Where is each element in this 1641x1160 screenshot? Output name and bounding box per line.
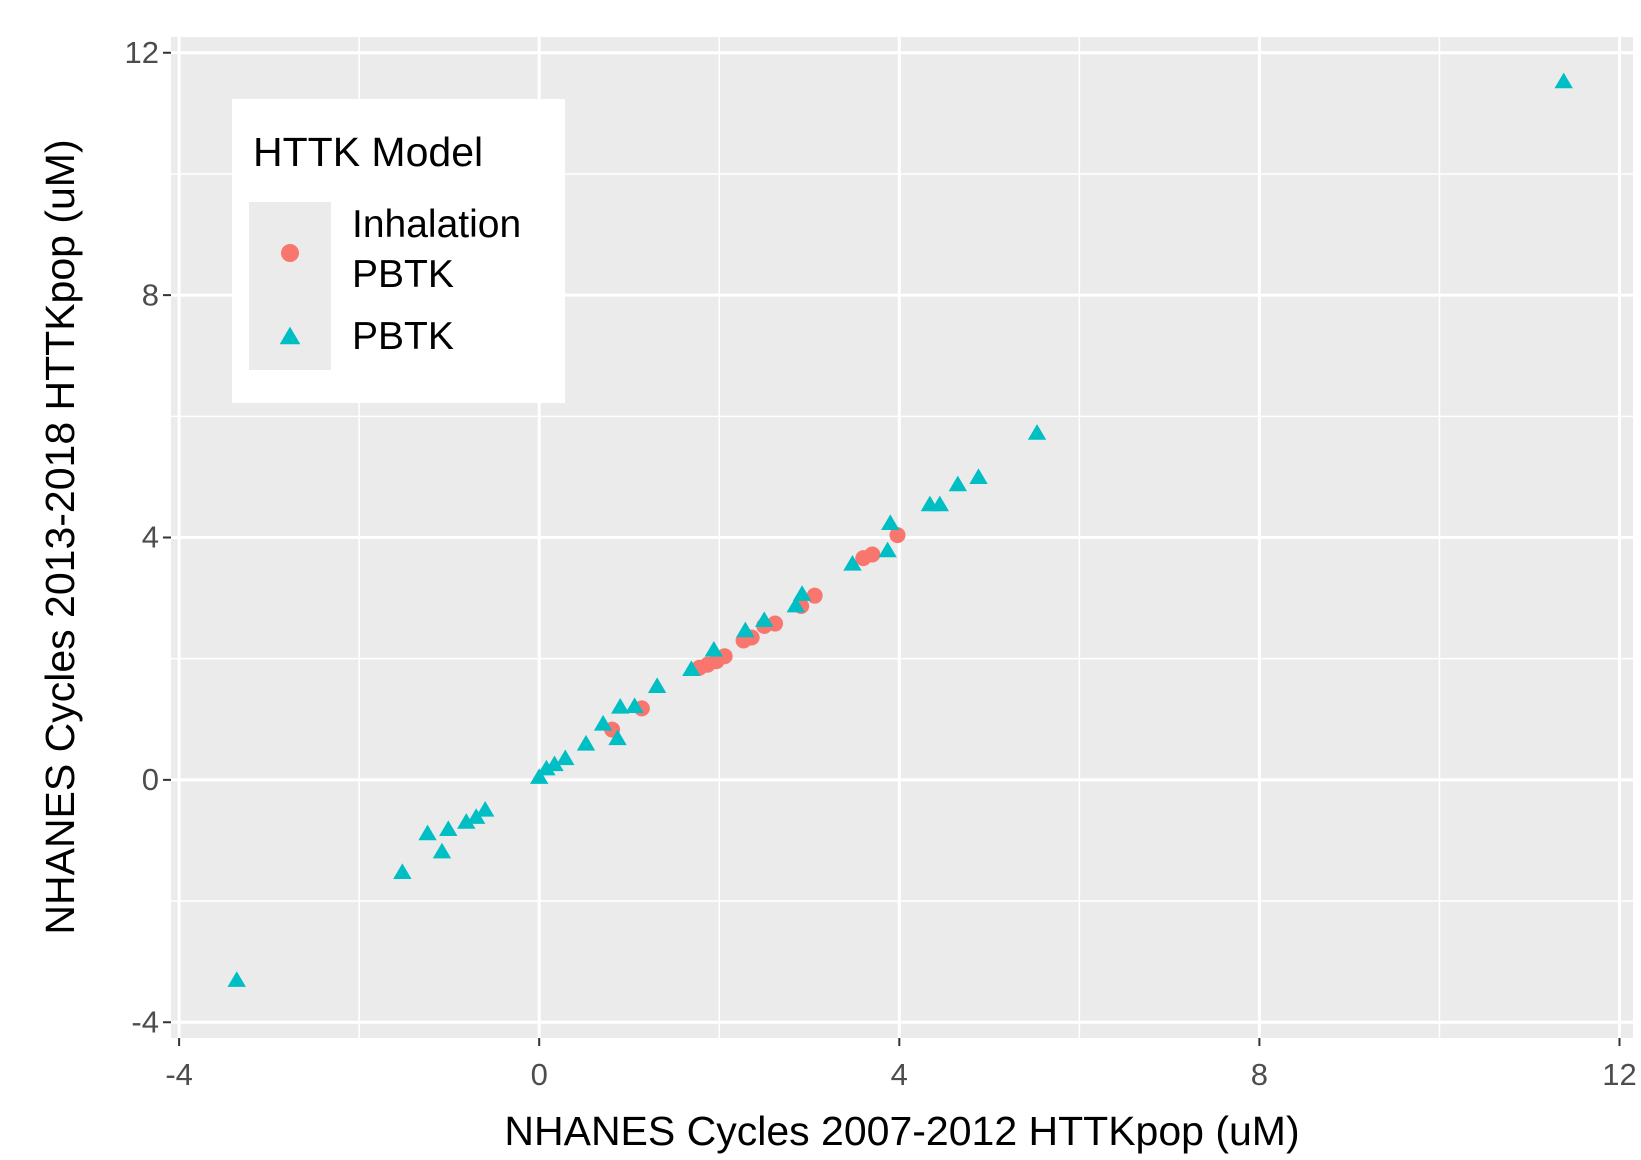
legend: HTTK Model Inhalation PBTK PBTK — [232, 99, 565, 403]
triangle-point — [393, 863, 412, 880]
y-tick-label: 4 — [142, 520, 159, 555]
triangle-point — [736, 621, 755, 638]
x-tick-label: 0 — [531, 1057, 548, 1092]
triangle-point — [279, 326, 301, 345]
triangle-point — [878, 541, 897, 558]
triangle-point — [593, 714, 613, 731]
y-axis-title: NHANES Cycles 2013-2018 HTTKpop (uM) — [37, 139, 83, 934]
triangle-point — [1027, 424, 1047, 440]
circle-point — [889, 527, 906, 544]
triangle-point — [556, 749, 575, 766]
legend-label: Inhalation PBTK — [352, 203, 522, 296]
y-tick-label: 12 — [125, 35, 159, 70]
x-tick-label: -4 — [165, 1057, 193, 1092]
y-tick-label: 0 — [142, 762, 159, 797]
legend-key — [249, 202, 331, 304]
circle-point — [864, 546, 881, 563]
legend-title: HTTK Model — [253, 129, 484, 175]
triangle-point — [948, 475, 968, 492]
triangle-point — [647, 677, 667, 693]
triangle-point — [457, 813, 476, 829]
triangle-point — [611, 697, 630, 714]
y-tick-label: -4 — [131, 1004, 159, 1039]
circle-point — [281, 244, 299, 262]
triangle-point — [530, 768, 549, 784]
triangle-point — [625, 697, 644, 713]
triangle-point — [1554, 72, 1573, 89]
triangle-point — [475, 800, 495, 817]
triangle-point — [466, 808, 486, 824]
x-axis-title: NHANES Cycles 2007-2012 HTTKpop (uM) — [504, 1108, 1299, 1154]
triangle-point — [792, 585, 812, 601]
triangle-point — [755, 611, 774, 627]
triangle-point — [843, 554, 862, 571]
triangle-point — [227, 971, 246, 987]
legend-symbol — [279, 326, 301, 345]
legend-label: PBTK — [352, 315, 454, 358]
triangle-point — [545, 755, 564, 772]
legend-symbol — [281, 244, 299, 262]
triangle-point — [537, 759, 556, 776]
triangle-point — [682, 660, 701, 677]
triangle-point — [576, 734, 596, 751]
circle-point — [806, 587, 823, 604]
triangle-point — [432, 842, 452, 859]
x-tick-label: 12 — [1602, 1057, 1636, 1092]
triangle-point — [786, 596, 805, 613]
triangle-point — [881, 514, 900, 531]
triangle-point — [608, 729, 627, 746]
triangle-point — [704, 641, 724, 657]
legend-key — [249, 304, 331, 370]
y-tick-label: 8 — [142, 277, 159, 312]
x-tick-label: 4 — [891, 1057, 908, 1092]
circle-point — [767, 615, 784, 632]
triangle-point — [969, 468, 988, 484]
triangle-point — [439, 820, 458, 836]
circle-point — [716, 648, 733, 665]
triangle-point — [930, 495, 950, 512]
x-tick-label: 8 — [1251, 1057, 1268, 1092]
triangle-point — [418, 824, 437, 841]
